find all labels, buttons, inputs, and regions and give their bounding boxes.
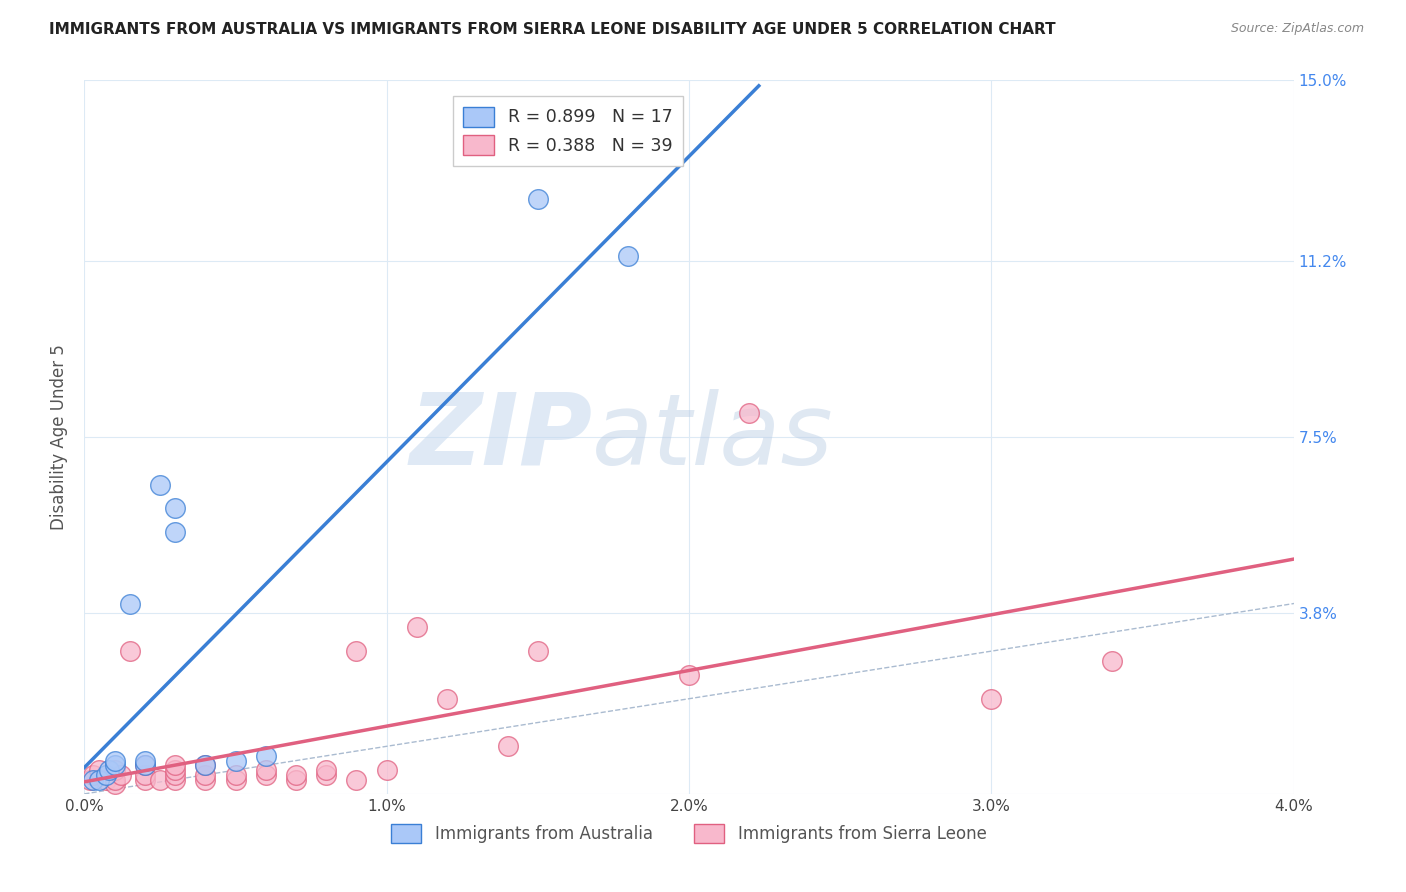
Point xyxy=(496,739,519,754)
Point xyxy=(82,772,104,787)
Point xyxy=(285,772,308,787)
Point xyxy=(738,406,761,420)
Point xyxy=(165,768,187,782)
Point xyxy=(104,754,127,768)
Point xyxy=(97,763,120,777)
Point xyxy=(118,644,141,658)
Point xyxy=(118,597,141,611)
Point xyxy=(617,249,640,263)
Point xyxy=(527,192,550,206)
Point xyxy=(527,644,550,658)
Point xyxy=(254,748,277,763)
Point xyxy=(194,772,217,787)
Point xyxy=(134,758,156,772)
Point xyxy=(104,772,127,787)
Point xyxy=(254,763,277,777)
Point xyxy=(678,668,700,682)
Point xyxy=(149,477,172,491)
Point xyxy=(134,768,156,782)
Point xyxy=(110,768,132,782)
Point xyxy=(194,768,217,782)
Point xyxy=(165,501,187,516)
Point xyxy=(194,758,217,772)
Point xyxy=(436,691,458,706)
Point xyxy=(225,772,247,787)
Point xyxy=(79,772,101,787)
Text: Source: ZipAtlas.com: Source: ZipAtlas.com xyxy=(1230,22,1364,36)
Point xyxy=(104,777,127,791)
Point xyxy=(149,772,172,787)
Point xyxy=(285,768,308,782)
Y-axis label: Disability Age Under 5: Disability Age Under 5 xyxy=(51,344,69,530)
Point xyxy=(406,620,429,634)
Point xyxy=(165,772,187,787)
Point xyxy=(225,754,247,768)
Point xyxy=(346,772,368,787)
Point xyxy=(104,763,127,777)
Point xyxy=(980,691,1002,706)
Point xyxy=(165,758,187,772)
Point xyxy=(104,758,127,772)
Point xyxy=(254,768,277,782)
Text: ZIP: ZIP xyxy=(409,389,592,485)
Point xyxy=(194,758,217,772)
Point xyxy=(346,644,368,658)
Point xyxy=(315,763,337,777)
Text: IMMIGRANTS FROM AUSTRALIA VS IMMIGRANTS FROM SIERRA LEONE DISABILITY AGE UNDER 5: IMMIGRANTS FROM AUSTRALIA VS IMMIGRANTS … xyxy=(49,22,1056,37)
Point xyxy=(134,754,156,768)
Point xyxy=(134,758,156,772)
Legend: Immigrants from Australia, Immigrants from Sierra Leone: Immigrants from Australia, Immigrants fr… xyxy=(385,817,993,850)
Point xyxy=(1101,654,1123,668)
Point xyxy=(165,763,187,777)
Point xyxy=(89,772,111,787)
Point xyxy=(225,768,247,782)
Point xyxy=(315,768,337,782)
Point xyxy=(375,763,398,777)
Point xyxy=(94,768,117,782)
Point xyxy=(165,525,187,540)
Point xyxy=(82,768,104,782)
Point xyxy=(89,763,111,777)
Text: atlas: atlas xyxy=(592,389,834,485)
Point xyxy=(134,772,156,787)
Point xyxy=(94,772,117,787)
